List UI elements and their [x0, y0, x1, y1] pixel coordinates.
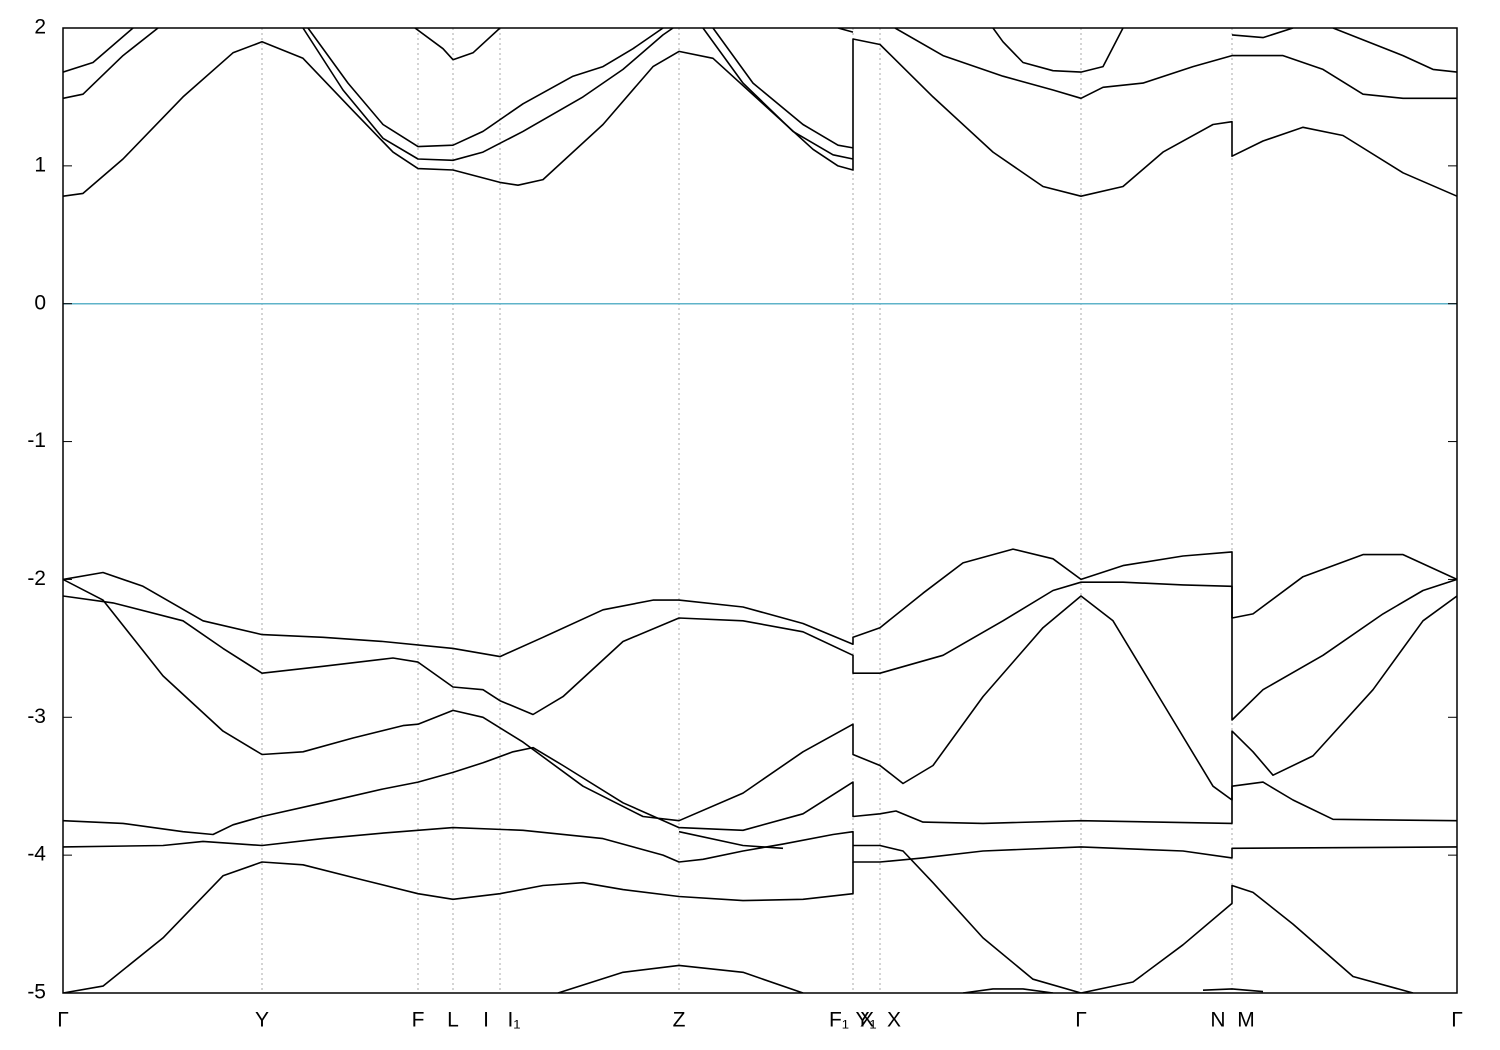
x-tick-label: Γ	[57, 1009, 69, 1032]
band-line	[853, 844, 1414, 993]
bands	[63, 28, 1457, 993]
y-tick-label: 0	[34, 291, 46, 314]
x-tick-label: X	[887, 1009, 901, 1032]
x-tick-label: F₁	[829, 1009, 849, 1032]
band-line	[63, 548, 1457, 658]
y-tick-label: 2	[34, 16, 46, 39]
band-line	[63, 746, 1457, 836]
x-tick-label: I	[483, 1009, 489, 1032]
band-line	[1332, 28, 1457, 73]
band-line	[992, 28, 1124, 73]
x-tick-label: Y₁	[855, 1009, 876, 1032]
x-tick-label: M	[1237, 1009, 1255, 1032]
x-tick-label: L	[447, 1009, 459, 1032]
y-tick-label: -1	[27, 429, 46, 452]
plot-frame	[62, 27, 1458, 994]
y-tick-label: -5	[27, 981, 46, 1004]
band-line	[63, 38, 1457, 197]
band-line	[63, 826, 1457, 863]
band-line	[63, 28, 159, 100]
axes: 210-1-2-3-4-5Γ Y F L I I₁ Z F₁ XY₁ X Γ N M Γ	[27, 16, 1462, 1032]
x-tick-label: Y	[255, 1009, 269, 1032]
x-tick-label: Z	[673, 1009, 686, 1032]
band-line	[557, 964, 804, 993]
band-line	[1231, 28, 1294, 39]
band-line	[1202, 988, 1264, 993]
band-line	[63, 578, 1457, 822]
band-line	[894, 28, 1457, 100]
band-line	[962, 988, 1054, 993]
band-line	[63, 578, 1457, 721]
band-line	[414, 28, 501, 61]
x-tick-label: Γ	[1075, 1009, 1087, 1032]
y-tick-label: -3	[27, 705, 46, 728]
y-tick-label: -2	[27, 567, 46, 590]
band-line	[63, 861, 854, 993]
x-tick-label: X	[860, 1009, 874, 1032]
x-tick-label: I₁	[508, 1009, 521, 1032]
y-tick-label: -4	[27, 843, 46, 866]
y-tick-label: 1	[34, 153, 46, 176]
band-line	[678, 830, 784, 850]
x-tick-label: F	[412, 1009, 425, 1032]
band-line	[307, 28, 854, 149]
band-line	[302, 28, 854, 162]
x-tick-label: N	[1210, 1009, 1225, 1032]
x-tick-label: Γ	[1451, 1009, 1463, 1032]
band-line	[63, 28, 134, 73]
